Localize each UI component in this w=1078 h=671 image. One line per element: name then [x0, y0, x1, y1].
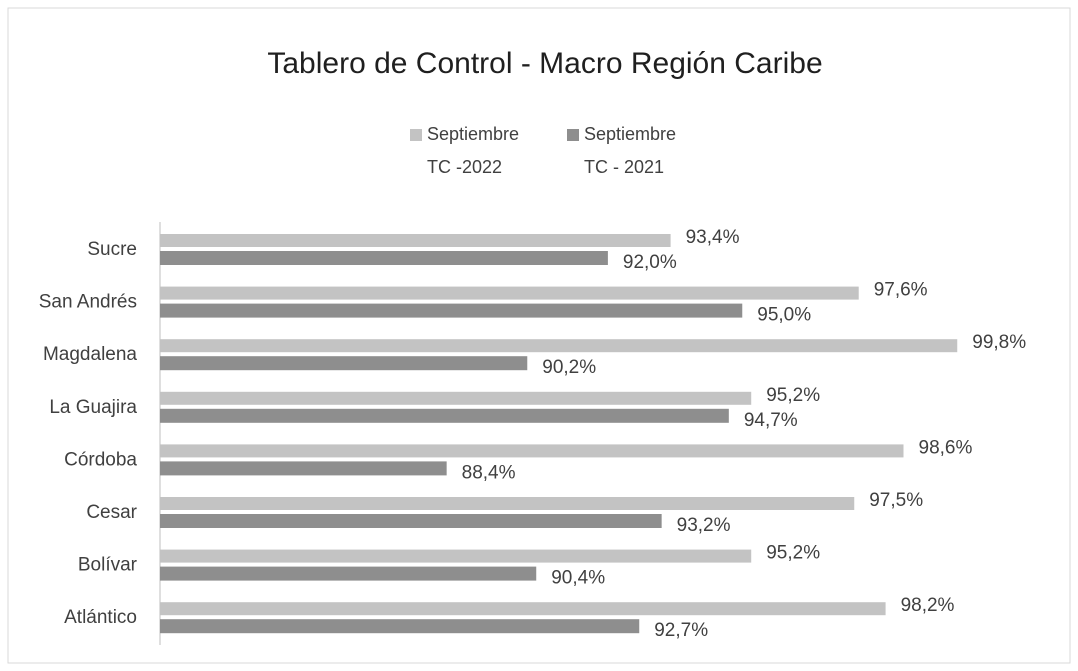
data-label: 97,5%	[869, 490, 923, 511]
data-label: 90,4%	[551, 568, 605, 589]
bar	[160, 286, 859, 300]
legend-swatch	[567, 129, 579, 141]
y-tick-label: Atlántico	[64, 607, 137, 628]
legend-label: Septiembre TC -2022	[427, 124, 520, 177]
data-label: 92,7%	[654, 620, 708, 641]
data-label: 98,2%	[901, 595, 955, 616]
bar	[160, 566, 537, 581]
bar	[160, 461, 447, 476]
bar	[160, 339, 958, 353]
y-tick-label: Sucre	[87, 239, 137, 260]
legend-label: Septiembre TC - 2021	[584, 124, 677, 177]
bar	[160, 303, 743, 318]
y-tick-label: San Andrés	[39, 292, 137, 313]
chart-border	[7, 7, 1071, 664]
bar	[160, 602, 886, 616]
y-tick-label: Bolívar	[78, 555, 138, 576]
bar	[160, 234, 671, 247]
data-label: 88,4%	[462, 462, 516, 483]
data-label: 97,6%	[874, 280, 928, 301]
bar	[160, 251, 608, 265]
bar	[160, 408, 729, 423]
chart-title: Tablero de Control - Macro Región Caribe	[267, 47, 822, 80]
bar	[160, 391, 752, 405]
data-label: 95,0%	[757, 305, 811, 326]
data-label: 93,2%	[677, 515, 731, 536]
data-label: 94,7%	[744, 410, 798, 431]
bar	[160, 497, 855, 510]
bar	[160, 514, 662, 528]
y-tick-label: Córdoba	[64, 449, 137, 470]
y-tick-label: La Guajira	[49, 397, 137, 418]
legend-item: Septiembre TC - 2021	[567, 118, 692, 184]
data-label: 92,0%	[623, 252, 677, 273]
bar	[160, 356, 528, 371]
legend-swatch	[410, 129, 422, 141]
data-label: 98,6%	[919, 437, 973, 458]
data-label: 95,2%	[766, 385, 820, 406]
data-label: 95,2%	[766, 543, 820, 564]
y-tick-label: Cesar	[86, 502, 137, 523]
data-label: 93,4%	[686, 227, 740, 248]
y-tick-label: Magdalena	[43, 344, 137, 365]
bar	[160, 549, 752, 563]
legend-item: Septiembre TC -2022	[410, 118, 535, 184]
bar	[160, 444, 904, 458]
data-label: 99,8%	[972, 332, 1026, 353]
data-label: 90,2%	[542, 357, 596, 378]
bar	[160, 619, 640, 634]
